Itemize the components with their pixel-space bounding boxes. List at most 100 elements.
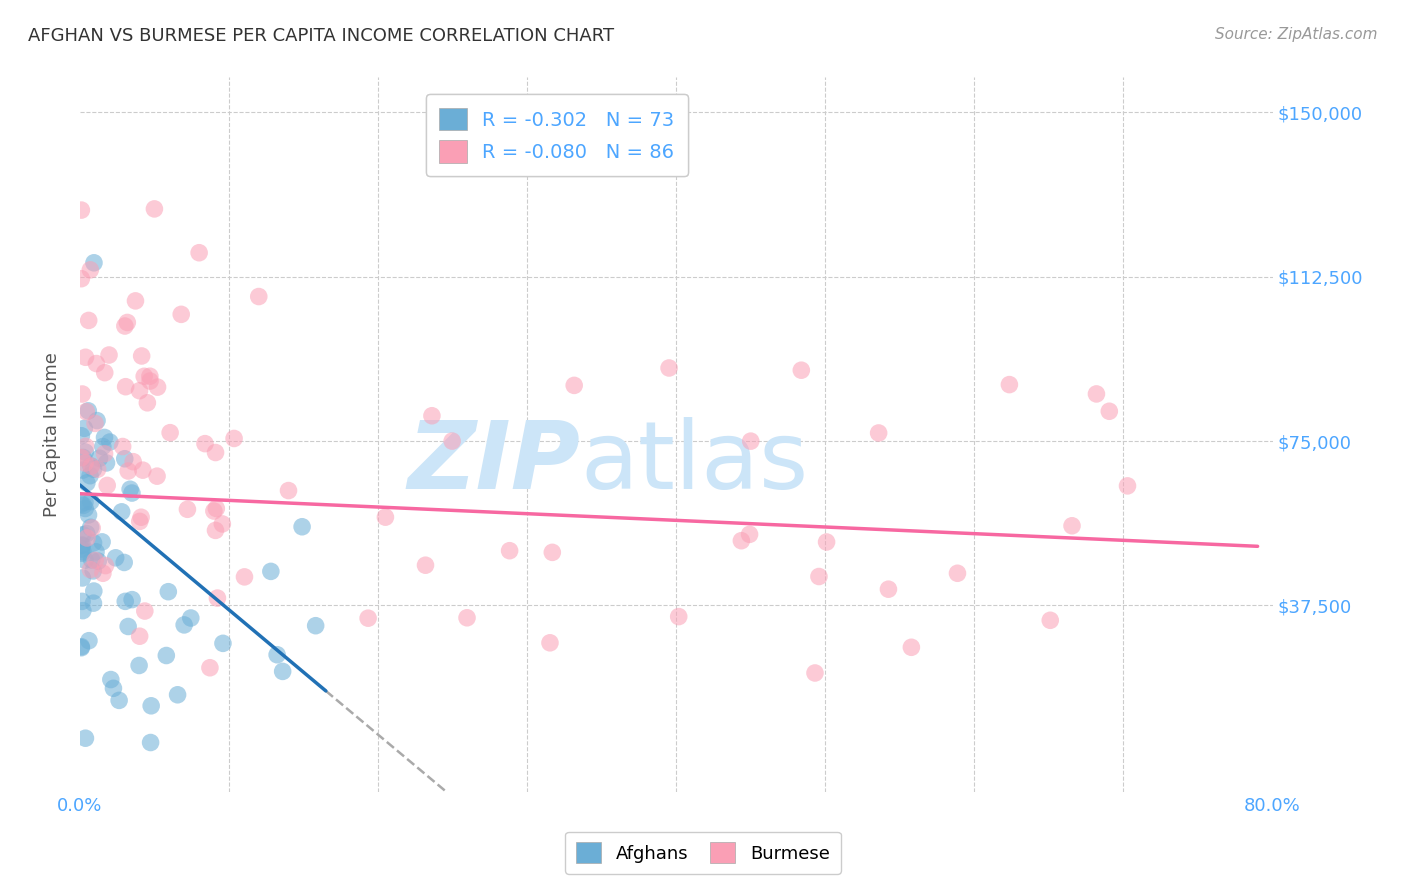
Point: [86, 357, 108, 371]
Point: [72, 499, 94, 513]
Point: [204, 445, 226, 459]
Point: [86, 413, 108, 427]
Point: [374, 510, 396, 524]
Point: [128, 658, 150, 673]
Point: [541, 545, 564, 559]
Point: [188, 245, 211, 260]
Point: [357, 611, 380, 625]
Point: [668, 609, 690, 624]
Point: [266, 648, 288, 662]
Point: [204, 524, 226, 538]
Point: [72, 571, 94, 585]
Point: [998, 377, 1021, 392]
Point: [84, 553, 107, 567]
Point: [93, 366, 115, 380]
Point: [804, 665, 827, 680]
Point: [155, 648, 177, 663]
Point: [114, 594, 136, 608]
Point: [89, 451, 111, 466]
Point: [82, 596, 104, 610]
Point: [73, 553, 96, 567]
Point: [207, 591, 229, 605]
Point: [122, 455, 145, 469]
Point: [104, 550, 127, 565]
Point: [76, 526, 98, 541]
Point: [247, 289, 270, 303]
Point: [1060, 518, 1083, 533]
Point: [1098, 404, 1121, 418]
Point: [128, 384, 150, 398]
Point: [132, 463, 155, 477]
Point: [111, 505, 134, 519]
Point: [946, 566, 969, 581]
Point: [131, 349, 153, 363]
Point: [790, 363, 813, 377]
Point: [121, 592, 143, 607]
Point: [75, 351, 97, 365]
Point: [73, 421, 96, 435]
Point: [117, 315, 139, 329]
Point: [129, 510, 152, 524]
Point: [91, 534, 114, 549]
Point: [1039, 613, 1062, 627]
Point: [70, 271, 93, 285]
Point: [170, 307, 193, 321]
Point: [198, 661, 221, 675]
Point: [77, 508, 100, 522]
Point: [75, 731, 97, 746]
Point: [139, 374, 162, 388]
Point: [222, 432, 245, 446]
Point: [441, 434, 464, 448]
Point: [75, 404, 97, 418]
Point: [82, 521, 104, 535]
Point: [176, 502, 198, 516]
Point: [77, 633, 100, 648]
Point: [202, 504, 225, 518]
Point: [1116, 479, 1139, 493]
Point: [93, 447, 115, 461]
Point: [72, 604, 94, 618]
Point: [159, 425, 181, 440]
Point: [82, 564, 104, 578]
Point: [70, 203, 93, 218]
Point: [562, 378, 585, 392]
Legend: Afghans, Burmese: Afghans, Burmese: [565, 831, 841, 874]
Point: [211, 516, 233, 531]
Point: [166, 688, 188, 702]
Point: [83, 536, 105, 550]
Point: [807, 569, 830, 583]
Point: [79, 263, 101, 277]
Legend: R = -0.302   N = 73, R = -0.080   N = 86: R = -0.302 N = 73, R = -0.080 N = 86: [426, 95, 688, 176]
Point: [114, 380, 136, 394]
Point: [76, 531, 98, 545]
Point: [93, 430, 115, 444]
Point: [114, 451, 136, 466]
Point: [96, 478, 118, 492]
Point: [84, 417, 107, 431]
Point: [900, 640, 922, 655]
Point: [128, 629, 150, 643]
Point: [70, 428, 93, 442]
Point: [271, 665, 294, 679]
Point: [143, 202, 166, 216]
Point: [82, 462, 104, 476]
Point: [134, 604, 156, 618]
Point: [120, 482, 142, 496]
Point: [134, 369, 156, 384]
Point: [70, 497, 93, 511]
Point: [94, 558, 117, 573]
Point: [498, 543, 520, 558]
Point: [72, 387, 94, 401]
Point: [75, 501, 97, 516]
Point: [114, 318, 136, 333]
Point: [146, 380, 169, 394]
Text: atlas: atlas: [581, 417, 808, 509]
Point: [815, 535, 838, 549]
Point: [83, 584, 105, 599]
Point: [91, 440, 114, 454]
Text: AFGHAN VS BURMESE PER CAPITA INCOME CORRELATION CHART: AFGHAN VS BURMESE PER CAPITA INCOME CORR…: [28, 27, 614, 45]
Point: [72, 538, 94, 552]
Point: [415, 558, 437, 573]
Point: [87, 554, 110, 568]
Point: [157, 584, 180, 599]
